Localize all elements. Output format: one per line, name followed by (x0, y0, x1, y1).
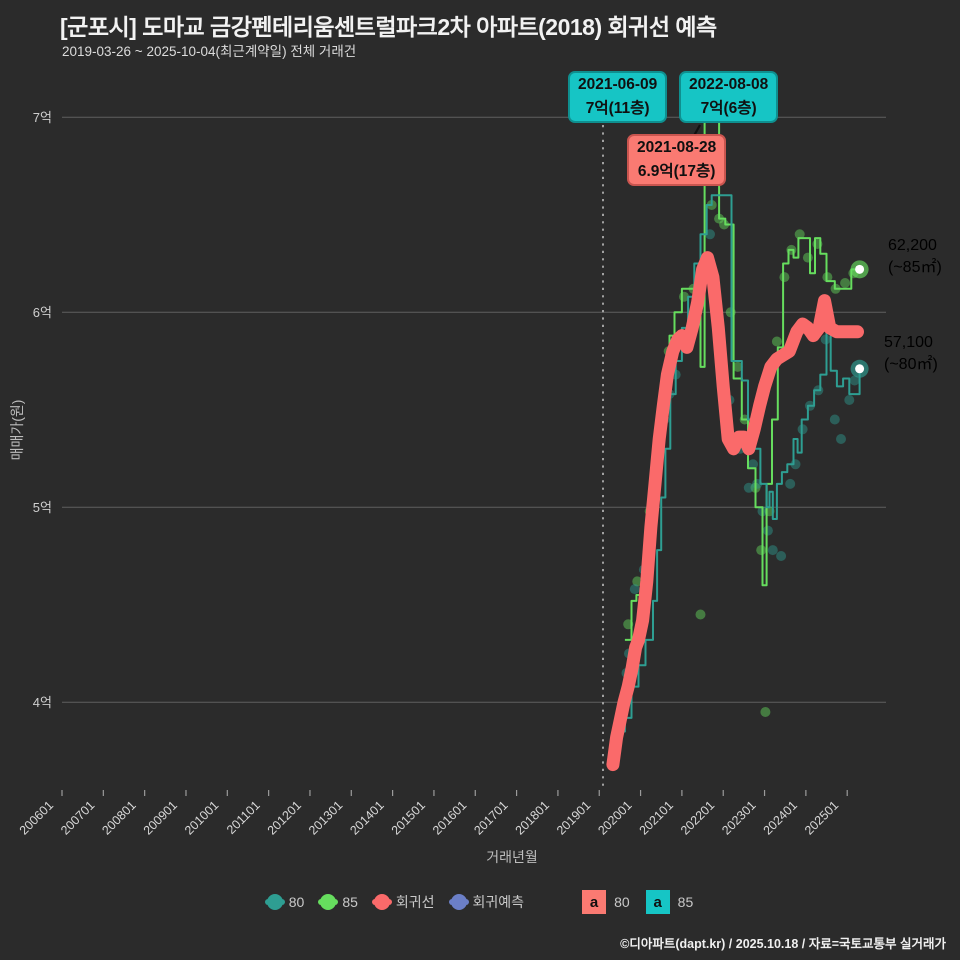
x-axis-tick-label: 202101 (637, 798, 676, 837)
annotation-value: 7억(6층) (700, 100, 757, 117)
end-label-85-value: 62,200 (888, 237, 937, 254)
scatter-point (767, 545, 778, 556)
y-axis-tick-label: 4억 (33, 695, 52, 710)
end-label-80-area: (~80㎡) (884, 355, 938, 373)
page-title: [군포시] 도마교 금강펜테리움센트럴파크2차 아파트(2018) 회귀선 예측 (60, 14, 717, 40)
x-axis-tick-label: 201001 (182, 798, 221, 837)
x-axis-tick-labels: 200601 200701 200801 200901 201001 201101 2012… (17, 798, 842, 837)
series-line-regression (606, 251, 864, 772)
x-axis-tick-label: 201901 (554, 798, 593, 837)
y-axis-tick-label: 6억 (33, 305, 52, 320)
legend-marker-icon (266, 894, 283, 910)
annotation-value: 6.9억(17층) (637, 163, 716, 180)
legend-badge-85[interactable]: a 85 (645, 890, 694, 914)
x-axis-ticks (61, 790, 848, 796)
legend-badge-glyph: a (645, 890, 670, 914)
legend-item-80[interactable]: 80 (266, 894, 305, 910)
x-axis-tick-label: 202501 (802, 798, 841, 837)
x-axis-tick-label: 202201 (678, 798, 717, 837)
scatter-point (849, 375, 860, 386)
scatter-point (840, 278, 851, 288)
legend-marker-icon (450, 894, 467, 910)
x-axis-tick-label: 202301 (719, 798, 758, 837)
scatter-point (844, 395, 855, 405)
end-point-markers (850, 260, 869, 378)
scatter-point (785, 478, 796, 489)
scatter-point (732, 361, 743, 372)
scatter-point (756, 545, 767, 556)
legend-badge-glyph: a (582, 890, 607, 914)
line-series-regression (606, 251, 864, 772)
scatter-point (743, 482, 754, 493)
x-axis-tick-label: 201101 (224, 798, 263, 837)
x-axis-tick-label: 200601 (17, 798, 56, 837)
scatter-point (771, 336, 782, 347)
annotation-box-3[interactable]: 2021-08-28 6.9억(17층) (627, 134, 727, 186)
x-axis-tick-label: 201801 (513, 798, 552, 837)
legend-item-회귀선[interactable]: 회귀선 (373, 892, 435, 912)
end-label-80: 57,100 (~80㎡) (884, 332, 938, 375)
legend-item-85[interactable]: 85 (320, 894, 358, 910)
legend-badge-label: 80 (614, 894, 630, 910)
legend-label: 회귀예측 (472, 894, 525, 910)
legend-marker-icon (320, 894, 337, 910)
y-axis-title: 매매가(원) (9, 400, 25, 461)
x-axis-tick-label: 201401 (347, 798, 386, 837)
annotation-value: 7억(11층) (585, 100, 650, 117)
scatter-point (829, 414, 840, 425)
legend-label: 80 (288, 894, 305, 910)
end-marker-dot (855, 364, 865, 374)
x-axis-tick-label: 200801 (99, 798, 138, 837)
scatter-point (794, 229, 805, 240)
annotation-date: 2021-08-28 (637, 139, 717, 156)
annotation-date: 2021-06-09 (578, 76, 658, 93)
annotation-box-1[interactable]: 2021-06-09 7억(11층) (568, 71, 668, 123)
legend-item-회귀예측[interactable]: 회귀예측 (450, 892, 525, 912)
chart-legend: 80 85 회귀선 회귀예측 a 80 a 85 (0, 890, 960, 914)
legend-label: 85 (342, 894, 358, 910)
scatter-point (779, 272, 790, 283)
scatter-point (762, 525, 773, 536)
annotation-date: 2022-08-08 (689, 76, 769, 93)
x-axis-tick-label: 201501 (389, 798, 428, 837)
scatter-point (719, 219, 730, 230)
x-axis-tick-label: 201701 (471, 798, 510, 837)
x-axis-tick-label: 201301 (306, 798, 345, 837)
legend-marker-icon (373, 894, 390, 910)
legend-label: 회귀선 (395, 894, 435, 910)
end-label-80-value: 57,100 (884, 334, 933, 351)
scatter-point (629, 584, 640, 595)
x-axis-tick-label: 202401 (761, 798, 800, 837)
y-axis-tick-labels: 4억 5억 6억 7억 (33, 110, 52, 710)
end-label-85-area: (~85㎡) (888, 258, 942, 276)
scatter-point (802, 252, 813, 263)
scatter-point (695, 609, 706, 620)
scatter-point (776, 551, 787, 561)
legend-badge-label: 85 (677, 894, 694, 910)
page-subtitle: 2019-03-26 ~ 2025-10-04(최근계약일) 전체 거래건 (62, 44, 357, 59)
legend-badge-80[interactable]: a 80 (582, 890, 630, 914)
x-axis-tick-label: 201201 (265, 798, 304, 837)
x-axis-tick-label: 200901 (141, 798, 180, 837)
x-axis-title: 거래년월 (486, 849, 538, 865)
scatter-point (748, 459, 758, 470)
series-line-80 (617, 194, 861, 733)
x-axis-tick-label: 200701 (58, 798, 97, 837)
x-axis-tick-label: 202001 (595, 798, 634, 837)
line-series-80 (617, 194, 861, 733)
annotation-box-2[interactable]: 2022-08-08 7억(6층) (679, 71, 779, 123)
end-label-85: 62,200 (~85㎡) (888, 235, 942, 278)
footer-credit: ©디아파트(dapt.kr) / 2025.10.18 / 자료=국토교통부 실… (620, 937, 946, 951)
end-marker-dot (855, 264, 865, 274)
y-axis-tick-label: 7억 (33, 110, 52, 125)
scatter-point (760, 707, 771, 717)
y-axis-tick-label: 5억 (33, 500, 52, 515)
x-axis-tick-label: 201601 (430, 798, 469, 837)
scatter-point (836, 434, 846, 444)
scatter-point (632, 576, 643, 587)
